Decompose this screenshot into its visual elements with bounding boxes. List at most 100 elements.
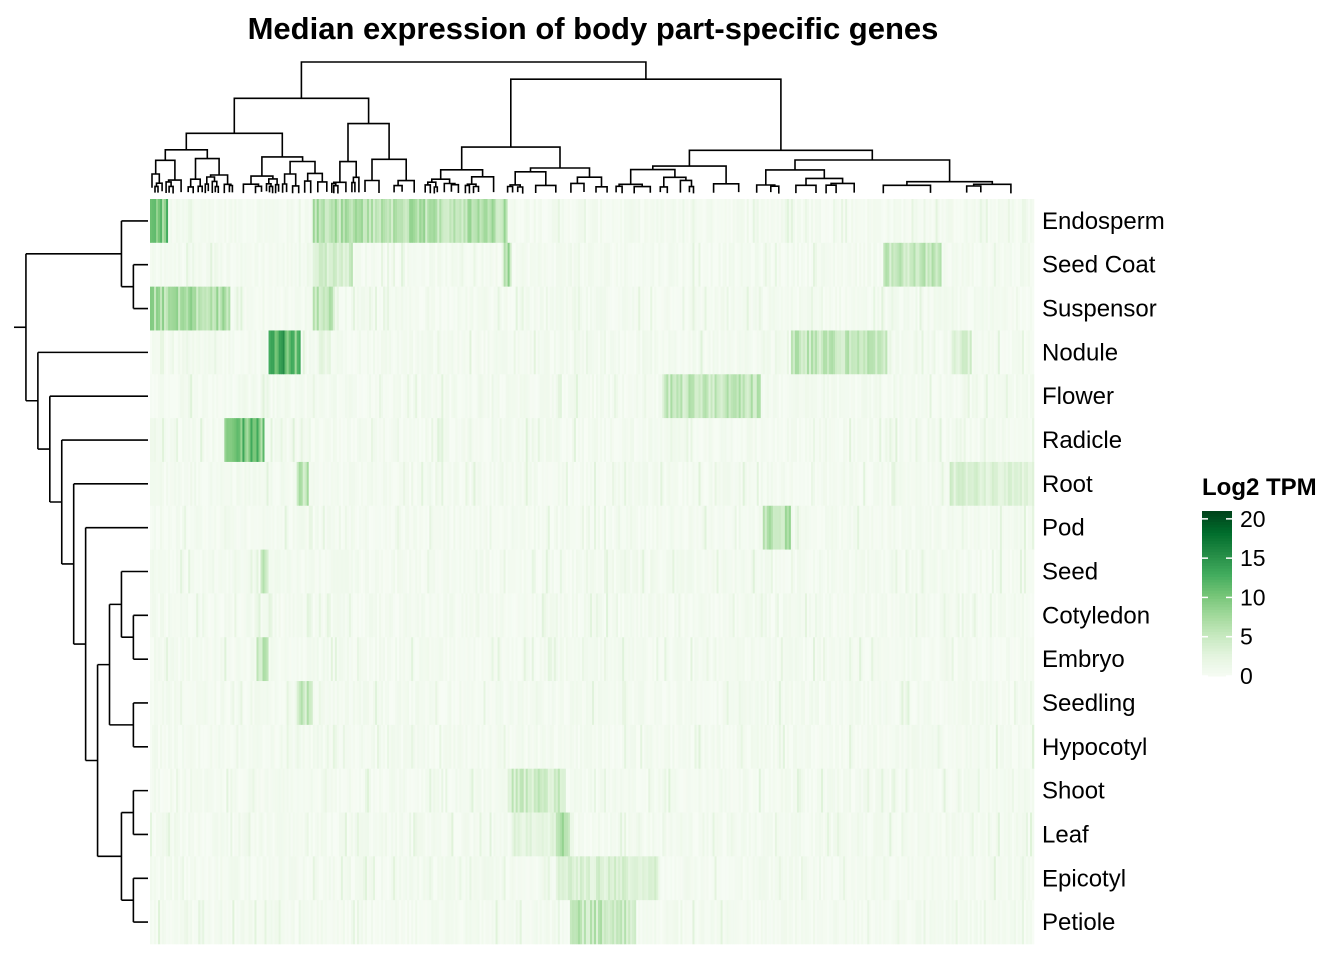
heatmap-cell <box>551 637 555 682</box>
heatmap-cell <box>869 374 872 419</box>
heatmap-cell <box>555 637 559 682</box>
heatmap-cell <box>851 637 854 682</box>
heatmap-cell <box>865 505 868 550</box>
heatmap-cell <box>624 461 627 507</box>
heatmap-cell <box>218 374 221 419</box>
heatmap-cell <box>571 199 575 244</box>
heatmap-cell <box>821 374 824 419</box>
heatmap-cell <box>752 199 756 244</box>
heatmap-cell <box>614 549 617 594</box>
heatmap-cell <box>170 593 173 638</box>
heatmap-cell <box>411 593 414 638</box>
heatmap-cell <box>680 286 683 331</box>
heatmap-cell <box>537 242 541 287</box>
heatmap-cell <box>640 637 643 682</box>
heatmap-cell <box>939 549 942 594</box>
heatmap-cell <box>453 330 456 375</box>
heatmap-cell <box>220 681 223 726</box>
heatmap-cell <box>945 199 948 244</box>
heatmap-cell <box>523 330 526 375</box>
heatmap-cell <box>487 461 490 507</box>
heatmap-cell <box>276 549 279 594</box>
heatmap-cell <box>999 374 1003 419</box>
heatmap-cell <box>501 637 504 682</box>
heatmap-cell <box>1031 242 1035 287</box>
heatmap-cell <box>684 330 687 375</box>
heatmap-cell <box>527 505 531 550</box>
heatmap-cell <box>543 637 547 682</box>
heatmap-cell <box>164 637 167 682</box>
heatmap-cell <box>670 330 673 375</box>
heatmap-cell <box>881 199 884 244</box>
column-dendrogram-branch <box>364 179 380 193</box>
heatmap-cell <box>919 461 922 507</box>
heatmap-cell <box>276 286 279 331</box>
heatmap-cell <box>465 242 468 287</box>
heatmap-cell <box>230 505 233 550</box>
heatmap-cell <box>248 242 251 287</box>
heatmap-cell <box>634 637 637 682</box>
heatmap-cell <box>463 418 466 463</box>
heatmap-cell <box>688 505 691 550</box>
heatmap-cell <box>371 242 374 287</box>
heatmap-cell <box>756 593 760 638</box>
heatmap-cell <box>947 549 950 594</box>
heatmap-cell <box>859 199 862 244</box>
heatmap-cell <box>602 505 605 550</box>
heatmap-cell <box>196 681 199 726</box>
heatmap-cell <box>1031 330 1035 375</box>
heatmap-cell <box>726 242 729 287</box>
heatmap-cell <box>477 593 480 638</box>
heatmap-cell <box>575 637 579 682</box>
heatmap-cell <box>232 374 235 419</box>
heatmap-cell <box>441 461 444 507</box>
heatmap-cell <box>399 549 402 594</box>
heatmap-cell <box>712 593 715 638</box>
heatmap-cell <box>407 199 410 244</box>
heatmap-cell <box>326 418 330 463</box>
heatmap-cell <box>533 549 537 594</box>
heatmap-cell <box>250 505 253 550</box>
heatmap-cell <box>620 418 623 463</box>
heatmap-cell <box>373 505 376 550</box>
heatmap-cell <box>156 418 159 463</box>
heatmap-cell <box>610 242 613 287</box>
heatmap-cell <box>252 374 255 419</box>
heatmap-cell <box>698 549 701 594</box>
heatmap-cell <box>531 330 535 375</box>
heatmap-cell <box>459 593 462 638</box>
heatmap-cell <box>389 374 392 419</box>
heatmap-cell <box>469 199 472 244</box>
heatmap-cell <box>736 242 739 287</box>
heatmap-cell <box>931 593 934 638</box>
heatmap-cell <box>813 418 816 463</box>
heatmap-cell <box>895 418 898 463</box>
heatmap-cell <box>377 286 380 331</box>
heatmap-cell <box>493 549 496 594</box>
heatmap-cell <box>602 418 605 463</box>
heatmap-cell <box>304 505 308 550</box>
heatmap-cell <box>959 330 962 375</box>
heatmap-cell <box>332 549 336 594</box>
heatmap-cell <box>730 418 733 463</box>
heatmap-cell <box>453 637 456 682</box>
heatmap-cell <box>336 505 340 550</box>
heatmap-cell <box>509 505 512 550</box>
heatmap-cell <box>547 242 551 287</box>
heatmap-cell <box>857 286 860 331</box>
heatmap-cell <box>276 374 279 419</box>
heatmap-cell <box>883 242 886 287</box>
heatmap-cell <box>680 637 683 682</box>
heatmap-cell <box>302 549 305 594</box>
heatmap-cell <box>921 286 924 331</box>
heatmap-cell <box>833 242 836 287</box>
heatmap-cell <box>250 330 253 375</box>
heatmap-cell <box>897 505 900 550</box>
heatmap-cell <box>594 374 597 419</box>
heatmap-cell <box>433 461 436 507</box>
heatmap-cell <box>845 330 848 375</box>
heatmap-cell <box>511 549 514 594</box>
heatmap-cell <box>718 505 721 550</box>
heatmap-cell <box>435 330 438 375</box>
heatmap-cell <box>182 549 185 594</box>
